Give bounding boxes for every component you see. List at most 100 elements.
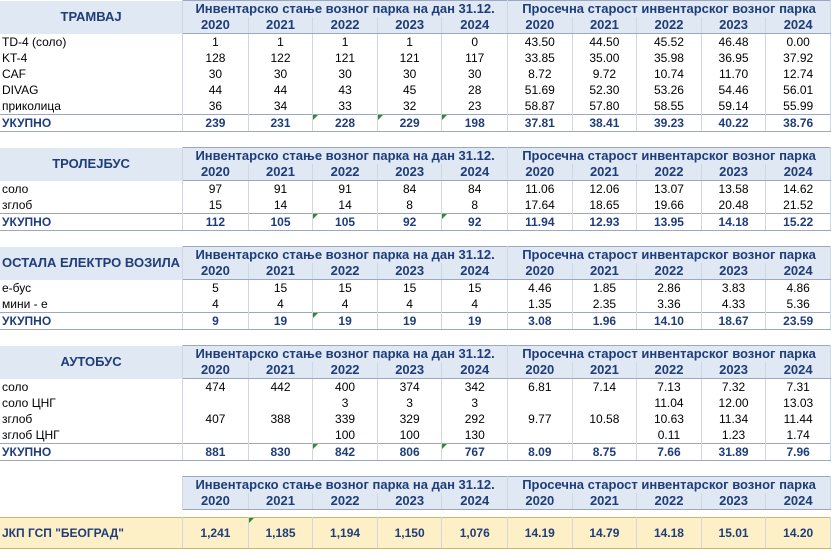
age-cell[interactable]: 6.81	[507, 378, 573, 395]
age-cell[interactable]: 37.92	[765, 50, 831, 66]
inventory-cell[interactable]: 91	[312, 180, 378, 197]
inventory-cell[interactable]: 30	[377, 66, 443, 82]
inventory-cell[interactable]: 400	[312, 378, 378, 395]
age-cell[interactable]: 3.08	[507, 312, 573, 330]
inventory-cell[interactable]	[248, 427, 314, 444]
inventory-cell[interactable]: 231	[248, 114, 314, 132]
inventory-cell[interactable]: 15	[377, 279, 443, 296]
inventory-cell[interactable]: 34	[248, 98, 314, 115]
age-cell[interactable]: 9.77	[507, 411, 573, 427]
inventory-cell[interactable]: 15	[312, 279, 378, 296]
age-cell[interactable]: 15.01	[701, 517, 767, 549]
age-cell[interactable]: 1.23	[701, 427, 767, 444]
age-cell[interactable]: 18.67	[701, 312, 767, 330]
age-cell[interactable]: 14.79	[572, 517, 638, 549]
inventory-cell[interactable]: 4	[441, 296, 509, 313]
inventory-cell[interactable]: 44	[182, 82, 249, 98]
age-cell[interactable]: 9.72	[572, 66, 638, 82]
inventory-cell[interactable]: 33	[312, 98, 378, 115]
age-cell[interactable]: 59.14	[701, 98, 767, 115]
inventory-cell[interactable]	[248, 395, 314, 411]
age-cell[interactable]: 14.18	[636, 517, 702, 549]
age-cell[interactable]: 38.41	[572, 114, 638, 132]
inventory-cell[interactable]: 3	[441, 395, 509, 411]
inventory-cell[interactable]: 9	[182, 312, 249, 330]
inventory-cell[interactable]: 407	[182, 411, 249, 427]
age-cell[interactable]: 14.19	[507, 517, 573, 549]
age-cell[interactable]: 7.13	[636, 378, 702, 395]
inventory-cell[interactable]: 442	[248, 378, 314, 395]
age-cell[interactable]	[572, 395, 638, 411]
inventory-cell[interactable]: 8	[377, 197, 443, 214]
age-cell[interactable]: 12.00	[701, 395, 767, 411]
inventory-cell[interactable]: 112	[182, 213, 249, 231]
age-cell[interactable]: 12.06	[572, 180, 638, 197]
inventory-cell[interactable]: 4	[248, 296, 314, 313]
age-cell[interactable]: 4.86	[765, 279, 831, 296]
age-cell[interactable]: 8.75	[572, 443, 638, 461]
inventory-cell[interactable]: 100	[312, 427, 378, 444]
age-cell[interactable]: 38.76	[765, 114, 831, 132]
inventory-cell[interactable]: 32	[377, 98, 443, 115]
inventory-cell[interactable]: 374	[377, 378, 443, 395]
age-cell[interactable]: 39.23	[636, 114, 702, 132]
inventory-cell[interactable]: 105	[248, 213, 314, 231]
age-cell[interactable]: 12.93	[572, 213, 638, 231]
age-cell[interactable]: 7.96	[765, 443, 831, 461]
age-cell[interactable]: 11.94	[507, 213, 573, 231]
age-cell[interactable]: 55.99	[765, 98, 831, 115]
age-cell[interactable]: 57.80	[572, 98, 638, 115]
inventory-cell[interactable]: 830	[248, 443, 314, 461]
inventory-cell[interactable]: 228	[312, 114, 378, 132]
age-cell[interactable]: 13.95	[636, 213, 702, 231]
inventory-cell[interactable]: 45	[377, 82, 443, 98]
inventory-cell[interactable]: 0	[441, 33, 509, 50]
age-cell[interactable]: 11.70	[701, 66, 767, 82]
age-cell[interactable]: 23.59	[765, 312, 831, 330]
age-cell[interactable]: 18.65	[572, 197, 638, 214]
age-cell[interactable]: 44.50	[572, 33, 638, 50]
age-cell[interactable]: 3.83	[701, 279, 767, 296]
age-cell[interactable]: 13.07	[636, 180, 702, 197]
inventory-cell[interactable]: 128	[182, 50, 249, 66]
age-cell[interactable]: 51.69	[507, 82, 573, 98]
age-cell[interactable]: 43.50	[507, 33, 573, 50]
inventory-cell[interactable]: 8	[441, 197, 509, 214]
age-cell[interactable]: 1.96	[572, 312, 638, 330]
age-cell[interactable]	[507, 427, 573, 444]
age-cell[interactable]: 5.36	[765, 296, 831, 313]
inventory-cell[interactable]: 339	[312, 411, 378, 427]
inventory-cell[interactable]: 15	[441, 279, 509, 296]
inventory-cell[interactable]: 117	[441, 50, 509, 66]
age-cell[interactable]: 53.26	[636, 82, 702, 98]
inventory-cell[interactable]: 5	[182, 279, 249, 296]
inventory-cell[interactable]: 3	[312, 395, 378, 411]
inventory-cell[interactable]: 30	[441, 66, 509, 82]
inventory-cell[interactable]: 15	[182, 197, 249, 214]
age-cell[interactable]	[507, 395, 573, 411]
age-cell[interactable]: 52.30	[572, 82, 638, 98]
inventory-cell[interactable]: 239	[182, 114, 249, 132]
inventory-cell[interactable]: 198	[441, 114, 509, 132]
age-cell[interactable]: 58.55	[636, 98, 702, 115]
inventory-cell[interactable]: 342	[441, 378, 509, 395]
age-cell[interactable]: 46.48	[701, 33, 767, 50]
inventory-cell[interactable]: 388	[248, 411, 314, 427]
age-cell[interactable]: 35.98	[636, 50, 702, 66]
inventory-cell[interactable]: 30	[182, 66, 249, 82]
age-cell[interactable]: 54.46	[701, 82, 767, 98]
age-cell[interactable]: 20.48	[701, 197, 767, 214]
inventory-cell[interactable]: 84	[377, 180, 443, 197]
inventory-cell[interactable]: 767	[441, 443, 509, 461]
age-cell[interactable]: 7.32	[701, 378, 767, 395]
inventory-cell[interactable]: 329	[377, 411, 443, 427]
inventory-cell[interactable]: 14	[248, 197, 314, 214]
age-cell[interactable]: 1.74	[765, 427, 831, 444]
age-cell[interactable]: 14.62	[765, 180, 831, 197]
inventory-cell[interactable]: 1	[182, 33, 249, 50]
age-cell[interactable]: 2.86	[636, 279, 702, 296]
inventory-cell[interactable]: 121	[377, 50, 443, 66]
age-cell[interactable]: 4.33	[701, 296, 767, 313]
age-cell[interactable]: 35.00	[572, 50, 638, 66]
inventory-cell[interactable]: 1,194	[312, 517, 378, 549]
